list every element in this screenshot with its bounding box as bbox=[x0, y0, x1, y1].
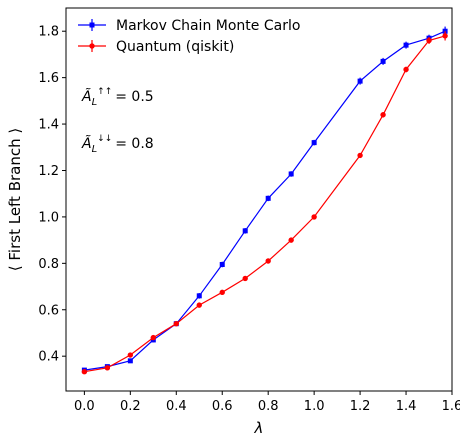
annotations: ÃL↑↑ = 0.5 ÃL↓↓ = 0.8 bbox=[81, 87, 154, 155]
y-tick-label: 1.6 bbox=[38, 71, 59, 86]
data-point bbox=[426, 37, 432, 44]
legend-label: Quantum (qiskit) bbox=[116, 39, 234, 55]
data-point bbox=[242, 228, 248, 234]
series-line bbox=[84, 30, 446, 371]
data-point bbox=[196, 293, 202, 299]
y-tick-label: 1.2 bbox=[38, 164, 59, 179]
data-point bbox=[81, 369, 88, 375]
series-0 bbox=[81, 26, 448, 373]
data-point bbox=[127, 352, 134, 358]
data-point bbox=[150, 334, 157, 341]
plot-marks bbox=[81, 26, 448, 375]
data-point bbox=[104, 365, 111, 371]
x-tick-label: 1.0 bbox=[304, 399, 325, 414]
data-point bbox=[380, 112, 386, 118]
annotation-0: ÃL↑↑ = 0.5 bbox=[81, 87, 154, 108]
axes: 0.0 0.2 0.4 0.6 0.8 1.0 1.2 1.4 1.6 0.4 0.6 0.8 1.0 1… bbox=[6, 7, 460, 437]
y-tick-label: 0.6 bbox=[38, 303, 59, 318]
y-tick-label: 1.8 bbox=[38, 25, 59, 40]
data-point bbox=[265, 258, 271, 264]
data-point bbox=[442, 28, 448, 34]
legend-marker bbox=[89, 43, 95, 49]
data-point bbox=[380, 58, 386, 64]
x-tick-label: 0.6 bbox=[212, 399, 233, 414]
legend-marker bbox=[89, 22, 95, 28]
data-point bbox=[242, 275, 248, 282]
y-tick-label: 1.0 bbox=[38, 210, 59, 225]
x-tick-label: 0.8 bbox=[258, 399, 279, 414]
x-tick-label: 0.2 bbox=[120, 399, 141, 414]
data-point bbox=[288, 237, 294, 243]
x-tick-label: 1.2 bbox=[350, 399, 371, 414]
data-point bbox=[219, 289, 225, 296]
legend: Markov Chain Monte Carlo Quantum (qiskit) bbox=[78, 18, 300, 55]
series-1 bbox=[81, 31, 448, 375]
series-line bbox=[84, 35, 446, 373]
legend-label: Markov Chain Monte Carlo bbox=[116, 18, 300, 34]
annotation-1: ÃL↓↓ = 0.8 bbox=[81, 134, 154, 155]
data-point bbox=[357, 152, 363, 159]
data-point bbox=[357, 78, 363, 84]
y-tick-label: 1.4 bbox=[38, 118, 59, 133]
data-point bbox=[196, 302, 202, 308]
x-tick-label: 1.4 bbox=[396, 399, 417, 414]
y-axis-label: ⟨ First Left Branch ⟩ bbox=[6, 128, 24, 271]
data-point bbox=[173, 320, 179, 327]
data-point bbox=[311, 214, 317, 220]
axes-frame bbox=[65, 7, 453, 392]
data-point bbox=[403, 42, 409, 48]
data-point bbox=[442, 33, 448, 39]
x-tick-label: 1.6 bbox=[442, 399, 460, 414]
data-point bbox=[311, 140, 317, 146]
y-tick-label: 0.8 bbox=[38, 257, 59, 272]
x-tick-label: 0.0 bbox=[74, 399, 95, 414]
data-point bbox=[127, 358, 133, 364]
x-axis-label: λ bbox=[254, 419, 264, 437]
x-tick-label: 0.4 bbox=[166, 399, 187, 414]
data-point bbox=[288, 171, 294, 177]
data-point bbox=[265, 195, 271, 201]
data-point bbox=[403, 66, 409, 73]
y-tick-label: 0.4 bbox=[38, 350, 59, 365]
data-point bbox=[219, 261, 225, 267]
